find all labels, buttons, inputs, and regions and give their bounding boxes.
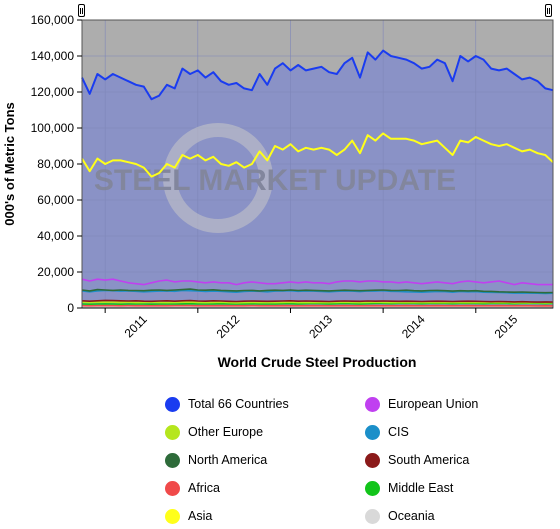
legend-item-other-europe[interactable]: Other Europe (165, 422, 263, 442)
x-tick-label: 2012 (214, 312, 243, 341)
legend-label: Africa (188, 481, 220, 495)
legend-label: Other Europe (188, 425, 264, 439)
series-line-south-america (81, 299, 554, 303)
legend-label: South America (388, 453, 470, 467)
legend-label: CIS (388, 425, 409, 439)
legend-marker (165, 396, 180, 412)
legend-label: Total 66 Countries (188, 397, 289, 411)
legend-item-south-america[interactable]: South America (365, 450, 469, 470)
y-axis-label: 000's of Metric Tons (2, 102, 17, 226)
legend-item-africa[interactable]: Africa (165, 478, 220, 498)
series-line-asia (81, 132, 554, 178)
legend-item-north-america[interactable]: North America (165, 450, 267, 470)
y-tick-label: 100,000 (31, 121, 75, 135)
y-axis-ticks: 0 20,000 40,000 60,000 80,000 100,000 120,000 1… (31, 13, 82, 315)
x-tick-label: 2015 (492, 312, 521, 341)
range-handle-right[interactable] (545, 4, 552, 17)
range-handle-left[interactable] (78, 4, 85, 17)
series-line-european-union (81, 278, 553, 286)
legend-marker (365, 424, 380, 440)
series-line-total-66-countries (81, 49, 554, 101)
series-line-other-europe (81, 301, 554, 304)
legend-marker (365, 452, 380, 468)
legend-marker (365, 508, 380, 524)
legend-marker (165, 480, 180, 496)
y-tick-label: 120,000 (31, 85, 75, 99)
legend-label: Middle East (388, 481, 454, 495)
y-tick-label: 160,000 (31, 13, 75, 27)
legend-marker (365, 396, 380, 412)
x-tick-label: 2013 (306, 312, 335, 341)
legend-label: European Union (388, 397, 479, 411)
legend-marker (365, 480, 380, 496)
y-tick-label: 40,000 (37, 229, 74, 243)
legend-item-total-66-countries[interactable]: Total 66 Countries (165, 394, 289, 414)
plot-area: STEEL MARKET UPDATE (81, 19, 554, 309)
legend-marker (165, 508, 180, 524)
watermark-logo-ring (163, 123, 273, 233)
x-tick-label: 2011 (122, 312, 150, 340)
legend-item-european-union[interactable]: European Union (365, 394, 478, 414)
watermark-text: STEEL MARKET UPDATE (94, 164, 456, 197)
legend-item-asia[interactable]: Asia (165, 506, 212, 526)
legend-item-cis[interactable]: CIS (365, 422, 409, 442)
legend-marker (165, 452, 180, 468)
y-tick-label: 80,000 (37, 157, 74, 171)
y-tick-label: 60,000 (37, 193, 74, 207)
watermark: STEEL MARKET UPDATE (94, 123, 456, 233)
y-tick-label: 140,000 (31, 49, 75, 63)
x-axis-ticks: 2011 2012 2013 2014 2015 (82, 307, 553, 341)
x-axis-title: World Crude Steel Production (218, 354, 417, 370)
legend-label: Asia (188, 509, 213, 523)
series-line-middle-east (81, 302, 554, 305)
legend-marker (165, 424, 180, 440)
x-tick-label: 2014 (399, 312, 428, 341)
total-area-fill (82, 50, 553, 308)
legend-label: North America (188, 453, 268, 467)
legend-item-oceania[interactable]: Oceania (365, 506, 435, 526)
series-line-north-america (81, 288, 554, 294)
y-tick-label: 0 (67, 301, 74, 315)
series-lines (81, 49, 554, 308)
y-tick-label: 20,000 (37, 265, 74, 279)
legend-item-middle-east[interactable]: Middle East (365, 478, 453, 498)
legend-label: Oceania (388, 509, 435, 523)
